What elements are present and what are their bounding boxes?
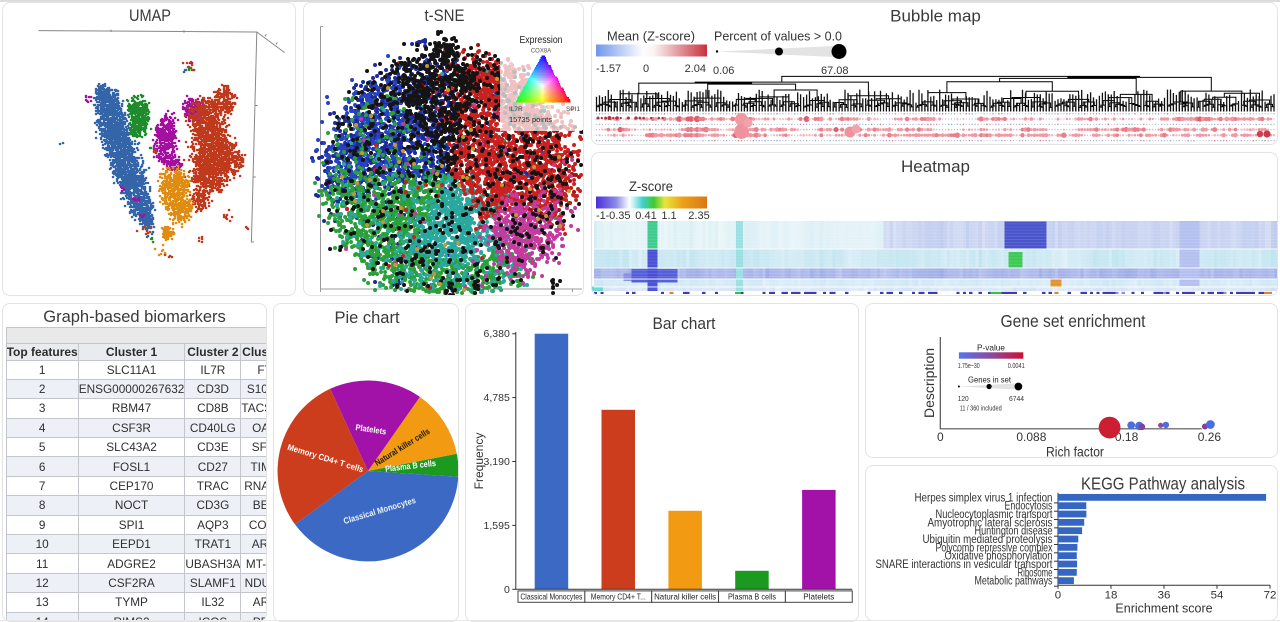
svg-text:KEGG Pathway analysis: KEGG Pathway analysis: [1081, 473, 1245, 493]
svg-text:IL7R: IL7R: [509, 106, 523, 113]
svg-text:Mean (Z-score): Mean (Z-score): [607, 29, 695, 44]
svg-text:0: 0: [504, 583, 510, 595]
svg-text:-1: -1: [596, 210, 606, 222]
svg-text:Amyotrophic lateral sclerosis: Amyotrophic lateral sclerosis: [928, 515, 1053, 529]
svg-text:Pie chart: Pie chart: [334, 309, 400, 327]
svg-text:Platelets: Platelets: [803, 591, 835, 601]
svg-text:3,190: 3,190: [484, 456, 510, 468]
svg-text:Herpes simplex virus 1 infecti: Herpes simplex virus 1 infection: [915, 490, 1053, 504]
svg-text:Ribosome: Ribosome: [1018, 565, 1053, 579]
svg-text:11 / 360 included: 11 / 360 included: [960, 405, 1002, 412]
svg-text:Memory CD4+ T...: Memory CD4+ T...: [591, 591, 646, 601]
svg-text:Polycomb repressive complex: Polycomb repressive complex: [936, 540, 1054, 554]
svg-text:Platelets: Platelets: [354, 422, 386, 437]
svg-text:0.088: 0.088: [1017, 429, 1047, 443]
svg-text:2.04: 2.04: [684, 63, 705, 75]
svg-text:1.1: 1.1: [661, 210, 676, 222]
svg-text:Frequency: Frequency: [472, 432, 486, 489]
svg-text:Huntington disease: Huntington disease: [975, 523, 1053, 537]
svg-text:Enrichment score: Enrichment score: [1116, 601, 1213, 615]
svg-text:P-value: P-value: [977, 342, 1005, 352]
svg-text:72: 72: [1264, 589, 1277, 601]
svg-text:0.06: 0.06: [713, 65, 734, 77]
svg-text:Z-score: Z-score: [629, 179, 673, 194]
svg-text:0.41: 0.41: [635, 210, 656, 222]
svg-text:COX8A: COX8A: [530, 49, 550, 55]
svg-text:0: 0: [937, 429, 944, 443]
svg-text:2.35: 2.35: [688, 210, 709, 222]
svg-text:Description: Description: [922, 348, 937, 418]
svg-text:1.75e−30: 1.75e−30: [958, 363, 980, 370]
svg-text:67.08: 67.08: [821, 65, 849, 77]
svg-text:Gene set enrichment: Gene set enrichment: [1001, 311, 1146, 331]
svg-text:UMAP: UMAP: [129, 6, 171, 25]
svg-text:Ubiquitin mediated proteolysis: Ubiquitin mediated proteolysis: [923, 532, 1053, 546]
svg-text:Classical Monocytes: Classical Monocytes: [520, 591, 583, 601]
svg-text:Rich factor: Rich factor: [1046, 444, 1104, 458]
svg-text:SNARE interactions in vesicula: SNARE interactions in vesicular transpor…: [876, 557, 1053, 571]
svg-text:Bar chart: Bar chart: [653, 314, 716, 333]
svg-text:0: 0: [643, 63, 649, 75]
svg-text:SPI1: SPI1: [566, 106, 580, 113]
svg-text:Expression: Expression: [519, 35, 562, 46]
svg-text:1,595: 1,595: [484, 519, 510, 531]
svg-text:t-SNE: t-SNE: [424, 6, 464, 25]
svg-text:Bubble map: Bubble map: [890, 7, 981, 26]
svg-text:Plasma B cells: Plasma B cells: [728, 591, 777, 601]
svg-text:4,785: 4,785: [484, 392, 510, 404]
svg-text:Oxidative phosphorylation: Oxidative phosphorylation: [945, 548, 1053, 562]
svg-text:0: 0: [1055, 589, 1061, 601]
svg-text:Endocytosis: Endocytosis: [1005, 498, 1053, 512]
svg-text:Metabolic pathways: Metabolic pathways: [975, 573, 1053, 587]
svg-text:Genes in set: Genes in set: [968, 374, 1012, 384]
svg-text:18: 18: [1105, 589, 1118, 601]
svg-text:Percent of values > 0.0: Percent of values > 0.0: [714, 29, 842, 44]
svg-text:54: 54: [1211, 589, 1224, 601]
svg-text:-0.35: -0.35: [605, 210, 630, 222]
svg-text:6,380: 6,380: [484, 328, 510, 340]
svg-text:120: 120: [958, 395, 969, 402]
svg-text:0.18: 0.18: [1115, 429, 1139, 443]
svg-text:6744: 6744: [1009, 395, 1024, 402]
svg-text:15735 points: 15735 points: [509, 115, 552, 124]
svg-text:-1.57: -1.57: [596, 63, 621, 75]
svg-text:Heatmap: Heatmap: [901, 157, 970, 176]
svg-text:36: 36: [1158, 589, 1171, 601]
svg-text:Natural killer cells: Natural killer cells: [654, 591, 717, 601]
svg-text:Nucleocytoplasmic transport: Nucleocytoplasmic transport: [936, 507, 1053, 521]
svg-text:0.0041: 0.0041: [1008, 363, 1025, 370]
svg-text:0.26: 0.26: [1198, 429, 1222, 443]
